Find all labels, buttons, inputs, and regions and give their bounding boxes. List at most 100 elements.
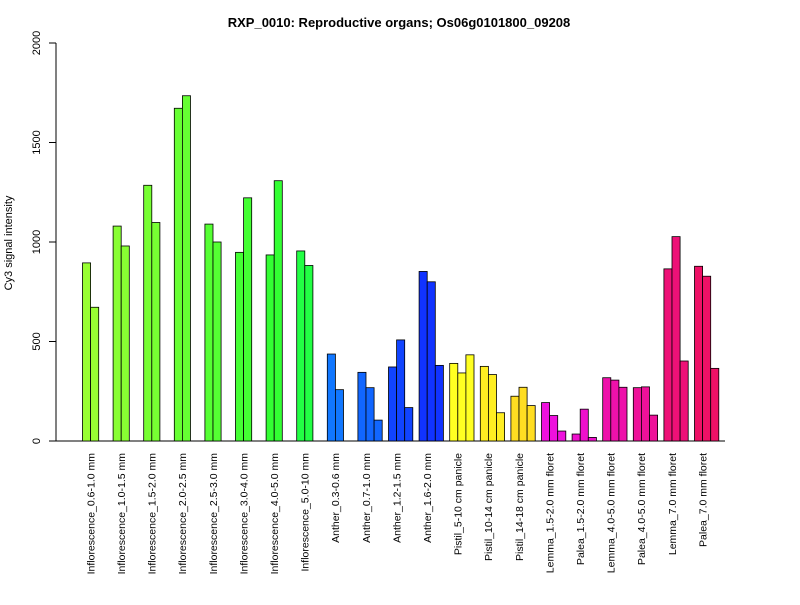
bar-group (510, 386, 536, 442)
bar (120, 245, 130, 442)
bar-group (694, 265, 720, 442)
bar (181, 95, 191, 442)
x-tick-label: Palea_4.0-5.0 mm floret (636, 453, 648, 565)
bar (388, 366, 398, 442)
bar (112, 225, 122, 442)
x-tick-label: Lemma_1.5-2.0 mm floret (544, 453, 556, 573)
bar (571, 433, 581, 442)
x-tick-label: Pistil_14-18 cm panicle (514, 453, 526, 561)
bar (151, 222, 161, 442)
x-tick-label: Lemma_7.0 mm floret (667, 453, 679, 555)
x-tick-label: Lemma_4.0-5.0 mm floret (606, 453, 618, 573)
x-tick-label: Pistil_5-10 cm panicle (453, 453, 465, 555)
x-tick-label: Anther_1.2-1.5 mm (391, 453, 403, 543)
y-tick-label: 2000 (31, 31, 43, 55)
bar (326, 353, 336, 442)
x-tick-label: Anther_1.6-2.0 mm (422, 453, 434, 543)
bars-layer (82, 95, 720, 442)
bar-group (663, 236, 689, 442)
bar (579, 408, 589, 442)
bar (334, 389, 344, 442)
x-tick-label: Inflorescence_3.0-4.0 mm (238, 453, 250, 575)
bar-group (388, 339, 414, 442)
bar (373, 419, 383, 442)
bar-group (357, 371, 383, 442)
x-tick-label: Palea_7.0 mm floret (697, 453, 709, 547)
bar (396, 339, 406, 442)
x-tick-label: Anther_0.7-1.0 mm (361, 453, 373, 543)
y-axis-label: Cy3 signal intensity (3, 195, 15, 290)
bar (465, 354, 475, 442)
bar (702, 275, 712, 442)
bar (496, 412, 506, 442)
bar-group (235, 197, 253, 442)
bar-group (541, 402, 567, 442)
bar (204, 223, 214, 442)
bar (587, 437, 597, 442)
bar (365, 387, 375, 442)
bar (143, 184, 153, 442)
bar (518, 386, 528, 442)
bar (632, 387, 642, 442)
bar-group (418, 271, 444, 442)
x-tick-labels: Inflorescence_0.6-1.0 mm Inflorescence_1.… (85, 453, 709, 575)
bar-group (479, 365, 506, 442)
bar-group (449, 354, 475, 442)
bar (649, 414, 659, 442)
bar (418, 271, 428, 442)
x-tick-label: Inflorescence_1.5-2.0 mm (147, 453, 159, 575)
bar (510, 395, 520, 442)
x-tick-label: Anther_0.3-0.6 mm (330, 453, 342, 543)
bar (212, 241, 222, 442)
bar (694, 265, 704, 442)
bar (663, 268, 673, 442)
y-tick-label: 500 (31, 332, 43, 350)
bar (618, 386, 628, 442)
bar-group (296, 250, 314, 442)
x-tick-label: Inflorescence_2.0-2.5 mm (177, 453, 189, 575)
bar (557, 430, 567, 442)
y-tick-label: 0 (31, 438, 43, 444)
bar (641, 386, 650, 442)
bar-group (571, 408, 597, 442)
bar (487, 374, 497, 442)
bar-group (265, 180, 283, 442)
bar (404, 407, 414, 442)
bar (449, 362, 459, 442)
bar (304, 265, 314, 442)
bar (82, 262, 92, 442)
x-tick-label: Pistil_10-14 cm panicle (483, 453, 495, 561)
bar-group (173, 95, 191, 442)
bar-group (602, 377, 628, 442)
bar (273, 180, 283, 442)
y-tick-label: 1000 (31, 230, 43, 254)
bar (602, 377, 612, 442)
bar (296, 250, 306, 442)
bar (90, 306, 100, 442)
bar-group (82, 262, 100, 442)
bar (434, 364, 444, 442)
bar (610, 379, 620, 442)
bar (235, 251, 245, 442)
bar-group (204, 223, 222, 442)
bar (671, 236, 681, 442)
bar (426, 281, 436, 442)
bar-group (632, 386, 659, 442)
x-tick-label: Inflorescence_4.0-5.0 mm (269, 453, 281, 575)
x-tick-label: Inflorescence_1.0-1.5 mm (116, 453, 128, 575)
bar-group (112, 225, 130, 442)
bar (479, 365, 489, 442)
y-axis: 0 500 1000 1500 2000 (31, 31, 57, 444)
bar-group (143, 184, 161, 442)
x-tick-label: Inflorescence_5.0-10 mm (300, 453, 312, 572)
bar (357, 371, 367, 442)
bar (243, 197, 253, 442)
bar (457, 372, 467, 442)
bar (710, 367, 720, 442)
y-tick-label: 1500 (31, 130, 43, 154)
bar (526, 405, 536, 442)
bar (549, 415, 559, 442)
x-tick-label: Inflorescence_0.6-1.0 mm (85, 453, 97, 575)
